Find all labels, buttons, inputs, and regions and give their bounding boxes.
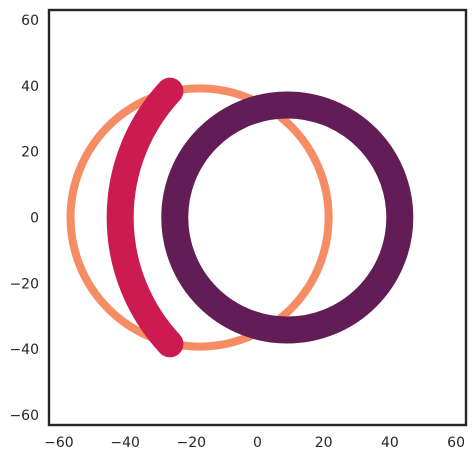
y-tick-label: 40 [21,79,39,95]
x-tick-label: 20 [315,435,333,451]
x-tick-label: 40 [381,435,399,451]
y-tick-label: −40 [9,342,39,358]
x-tick-label: 0 [253,435,262,451]
y-tick-label: 60 [21,13,39,29]
series-1-ring [66,84,333,351]
x-tick-label: −20 [177,435,207,451]
axes: −60 −40 −20 0 20 40 60 −60 −40 −20 0 20 40 60 [9,8,468,451]
plot-frame [47,8,468,427]
plot-area [66,77,414,358]
series-2-ring [161,91,414,344]
x-tick-label: 60 [447,435,465,451]
x-tick-label: −60 [44,435,74,451]
y-tick-label: −20 [9,276,39,292]
y-tick-label: 20 [21,145,39,161]
series-3-arc [106,77,184,358]
x-tick-label: −40 [110,435,140,451]
y-tick-label: −60 [9,408,39,424]
y-tick-label: 0 [30,211,39,227]
